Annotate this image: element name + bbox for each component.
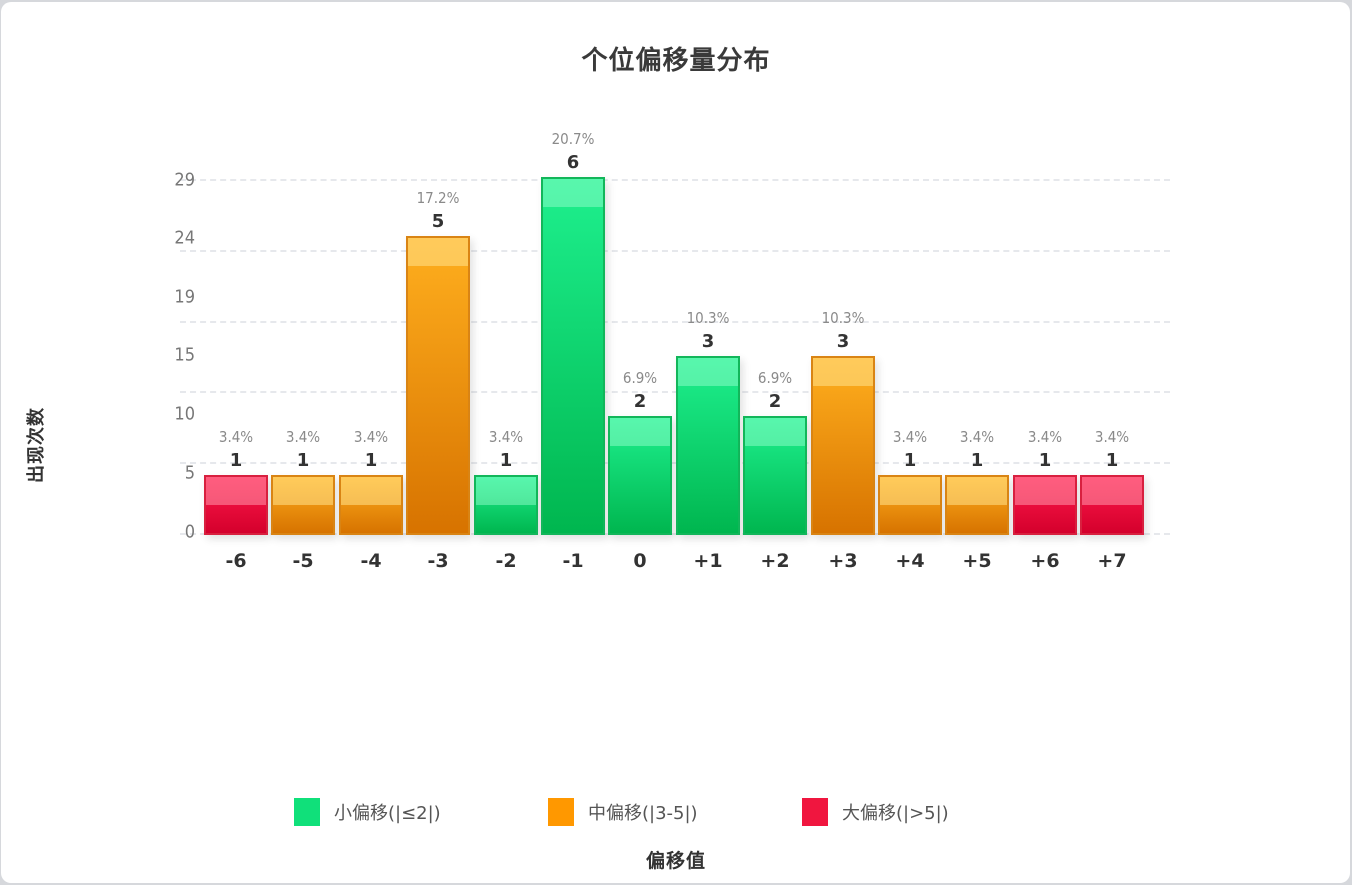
bar-highlight xyxy=(476,477,536,505)
bar--6[interactable] xyxy=(204,475,268,535)
x-tick-label: +2 xyxy=(760,550,790,572)
x-tick-label: -1 xyxy=(562,550,584,572)
gridline xyxy=(180,533,1170,535)
x-tick-label: -3 xyxy=(427,550,449,572)
bar-count-label: 1 xyxy=(1038,450,1052,471)
x-tick-label: +3 xyxy=(828,550,858,572)
bar-count-label: 1 xyxy=(499,450,513,471)
y-tick-label: 15 xyxy=(174,344,195,366)
legend-label: 小偏移(|≤2|) xyxy=(334,803,441,824)
bar-count-label: 2 xyxy=(768,391,782,412)
bar-highlight xyxy=(206,477,266,505)
bar-highlight xyxy=(745,418,805,446)
x-tick-label: +4 xyxy=(895,550,925,572)
bar-count-label: 2 xyxy=(633,391,647,412)
bar-percent-label: 3.4% xyxy=(1027,428,1063,446)
y-tick-label: 10 xyxy=(174,403,195,425)
y-tick-label: 0 xyxy=(184,521,195,543)
x-axis-label: 偏移值 xyxy=(645,850,706,872)
bar-percent-label: 10.3% xyxy=(686,309,730,327)
bar--4[interactable] xyxy=(339,475,403,535)
bar-highlight xyxy=(341,477,401,505)
bar-percent-label: 3.4% xyxy=(218,428,254,446)
bar-percent-label: 3.4% xyxy=(488,428,524,446)
bar-percent-label: 20.7% xyxy=(551,130,595,148)
bar-count-label: 1 xyxy=(903,450,917,471)
gridline xyxy=(180,321,1170,323)
x-tick-label: -2 xyxy=(495,550,517,572)
x-tick-label: +1 xyxy=(693,550,723,572)
x-tick-label: +6 xyxy=(1030,550,1060,572)
x-tick-label: +5 xyxy=(962,550,992,572)
legend-item-small[interactable]: 小偏移(|≤2|) xyxy=(294,797,441,827)
bar-count-label: 1 xyxy=(296,450,310,471)
bar-percent-label: 10.3% xyxy=(821,309,865,327)
bar-+3[interactable] xyxy=(811,356,875,535)
x-tick-label: -4 xyxy=(360,550,382,572)
bar-percent-label: 3.4% xyxy=(959,428,995,446)
bar-count-label: 1 xyxy=(229,450,243,471)
bar-count-label: 3 xyxy=(836,331,850,352)
bar-count-label: 5 xyxy=(431,211,445,232)
bar-highlight xyxy=(408,238,468,266)
bar-highlight xyxy=(610,418,670,446)
bar-+4[interactable] xyxy=(878,475,942,535)
bar-highlight xyxy=(1015,477,1075,505)
bar-count-label: 1 xyxy=(970,450,984,471)
bar--3[interactable] xyxy=(406,236,470,535)
bar--1[interactable] xyxy=(541,177,605,535)
bar-percent-label: 6.9% xyxy=(757,369,793,387)
legend-item-medium[interactable]: 中偏移(|3-5|) xyxy=(548,797,698,827)
bar-highlight xyxy=(543,179,603,207)
legend-label: 中偏移(|3-5|) xyxy=(588,803,698,824)
chart-title: 个位偏移量分布 xyxy=(581,46,771,76)
legend-label: 大偏移(|>5|) xyxy=(842,803,949,824)
bar-highlight xyxy=(880,477,940,505)
bar-percent-label: 6.9% xyxy=(622,369,658,387)
x-tick-label: 0 xyxy=(633,550,647,572)
bar-count-label: 1 xyxy=(364,450,378,471)
bar-highlight xyxy=(813,358,873,386)
y-tick-label: 19 xyxy=(174,286,195,308)
y-tick-label: 5 xyxy=(184,462,195,484)
bar-0[interactable] xyxy=(608,416,672,535)
bar-+7[interactable] xyxy=(1080,475,1144,535)
legend-item-large[interactable]: 大偏移(|>5|) xyxy=(802,797,949,827)
bar-count-label: 3 xyxy=(701,331,715,352)
legend-swatch xyxy=(294,798,320,826)
bar-+2[interactable] xyxy=(743,416,807,535)
bar-+5[interactable] xyxy=(945,475,1009,535)
bar-percent-label: 3.4% xyxy=(285,428,321,446)
bar-percent-label: 3.4% xyxy=(1094,428,1130,446)
bar--2[interactable] xyxy=(474,475,538,535)
bar-highlight xyxy=(273,477,333,505)
legend-swatch xyxy=(548,798,574,826)
bar-+1[interactable] xyxy=(676,356,740,535)
bar-highlight xyxy=(1082,477,1142,505)
y-tick-label: 29 xyxy=(174,169,195,191)
x-tick-label: +7 xyxy=(1097,550,1127,572)
x-tick-label: -6 xyxy=(225,550,247,572)
gridline xyxy=(180,250,1170,252)
bar-percent-label: 17.2% xyxy=(416,189,460,207)
gridline xyxy=(180,462,1170,464)
bar-highlight xyxy=(678,358,738,386)
legend-swatch xyxy=(802,798,828,826)
bar-percent-label: 3.4% xyxy=(892,428,928,446)
bar--5[interactable] xyxy=(271,475,335,535)
x-tick-label: -5 xyxy=(292,550,314,572)
bar-count-label: 6 xyxy=(566,152,580,173)
bar-+6[interactable] xyxy=(1013,475,1077,535)
y-tick-label: 24 xyxy=(174,227,195,249)
bar-highlight xyxy=(947,477,1007,505)
bar-count-label: 1 xyxy=(1105,450,1119,471)
gridline xyxy=(180,179,1170,181)
gridline xyxy=(180,391,1170,393)
bar-percent-label: 3.4% xyxy=(353,428,389,446)
